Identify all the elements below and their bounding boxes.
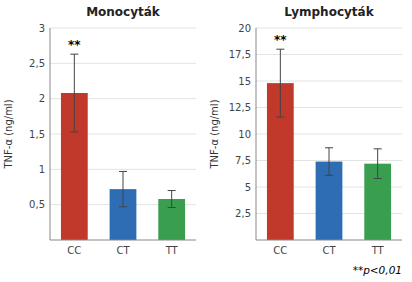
- y-tick-label: 0,5: [29, 199, 45, 210]
- error-bar: [168, 191, 176, 208]
- error-line: [74, 54, 75, 132]
- y-tick-label: 15: [238, 76, 251, 87]
- error-cap: [70, 131, 78, 132]
- annotation: **: [68, 38, 81, 52]
- error-line: [329, 148, 330, 176]
- x-tick-label: CC: [67, 245, 81, 256]
- annotation: **: [274, 33, 287, 47]
- error-cap: [70, 54, 78, 55]
- error-bar: [119, 171, 127, 206]
- title: Monocyták: [86, 5, 161, 19]
- y-tick-label: 1,5: [29, 129, 45, 140]
- x-axis-line: [50, 240, 196, 241]
- error-bar: [325, 148, 333, 176]
- y-axis-label: TNF-α (ng/ml): [209, 99, 220, 169]
- error-cap: [168, 190, 176, 191]
- y-tick-label: 7,5: [235, 155, 251, 166]
- title: Lymphocyták: [284, 5, 374, 19]
- error-cap: [119, 171, 127, 172]
- error-bar: [70, 54, 78, 132]
- x-axis-line: [256, 240, 402, 241]
- y-axis-label: TNF-α (ng/ml): [3, 99, 14, 169]
- y-tick-label: 3: [39, 23, 45, 34]
- error-line: [280, 49, 281, 117]
- marks: [61, 54, 185, 240]
- y-tick-label: 20: [238, 23, 251, 34]
- error-bar: [374, 149, 382, 179]
- y-tick-label: 10: [238, 129, 251, 140]
- figure: Monocyták TNF-α (ng/ml) 0,5 1 1,5 2 2,5 3 CC CT TT…: [0, 0, 412, 282]
- panel: Lymphocyták TNF-α (ng/ml) 2,5 5 7,5 10 12,5 15 1…: [209, 5, 402, 276]
- error-cap: [325, 175, 333, 176]
- marks: [267, 49, 391, 240]
- x-tick-label: CC: [273, 245, 287, 256]
- grid-line: [256, 81, 402, 82]
- error-line: [377, 149, 378, 179]
- x-tick-label: TT: [165, 245, 179, 256]
- error-line: [123, 171, 124, 206]
- grid-line: [256, 54, 402, 55]
- error-cap: [325, 147, 333, 148]
- footnote: **p<0,01: [353, 264, 402, 276]
- y-tick-label: 2,5: [235, 208, 251, 219]
- error-cap: [374, 148, 382, 149]
- grid-line: [256, 28, 402, 29]
- y-tick-label: 12,5: [229, 102, 251, 113]
- error-cap: [168, 207, 176, 208]
- error-cap: [276, 49, 284, 50]
- error-cap: [374, 178, 382, 179]
- y-tick-label: 2,5: [29, 58, 45, 69]
- y-axis-line: [50, 28, 51, 240]
- y-tick-label: 1: [39, 164, 45, 175]
- y-axis-line: [256, 28, 257, 240]
- grid-line: [50, 63, 196, 64]
- y-tick-label: 17,5: [229, 49, 251, 60]
- y-tick-label: 2: [39, 93, 45, 104]
- grid-line: [50, 28, 196, 29]
- y-tick-label: 5: [245, 182, 251, 193]
- x-tick-label: CT: [116, 245, 130, 256]
- x-tick-label: CT: [322, 245, 336, 256]
- panel: Monocyták TNF-α (ng/ml) 0,5 1 1,5 2 2,5 3 CC CT TT…: [3, 5, 196, 256]
- error-cap: [119, 206, 127, 207]
- x-tick-label: TT: [371, 245, 385, 256]
- error-bar: [276, 49, 284, 117]
- error-cap: [276, 117, 284, 118]
- error-line: [171, 191, 172, 208]
